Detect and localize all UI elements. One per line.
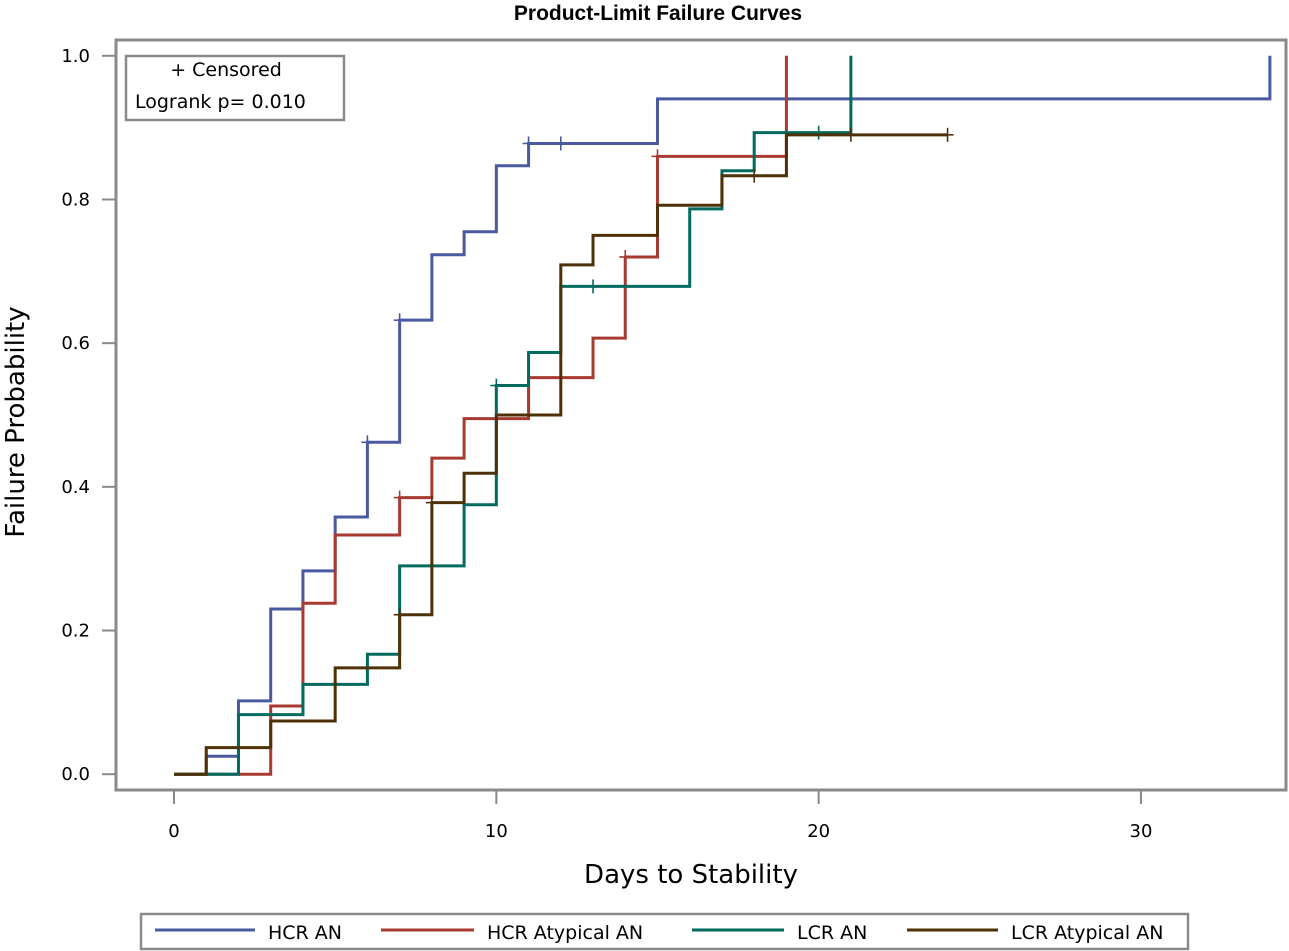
x-axis-label: Days to Stability — [584, 860, 798, 890]
y-tick-label: 1.0 — [61, 46, 90, 67]
series-hcr-an — [174, 55, 1272, 776]
inset-frame — [124, 54, 346, 122]
legend-item: LCR AN — [692, 922, 867, 944]
inset-box: + Censored Logrank p= 0.010 — [124, 54, 346, 122]
y-axis-label: Failure Probability — [1, 306, 31, 537]
legend-label: LCR AN — [797, 922, 867, 944]
chart-title: Product-Limit Failure Curves — [514, 2, 802, 25]
legend-label: HCR Atypical AN — [487, 922, 643, 944]
x-tick-label: 30 — [1130, 821, 1153, 842]
censored-note: + Censored — [170, 59, 282, 81]
series-lcr-atypical-an — [174, 127, 954, 776]
legend-item: HCR Atypical AN — [381, 922, 643, 944]
step-line — [174, 55, 1272, 776]
legend: HCR AN HCR Atypical AN LCR AN LCR Atypical … — [139, 912, 1190, 951]
y-tick-label: 0.0 — [61, 764, 90, 785]
step-line — [174, 133, 948, 776]
y-tick-label: 0.8 — [61, 189, 90, 210]
x-axis: 0 10 20 30 — [168, 790, 1152, 842]
legend-frame — [139, 912, 1190, 951]
logrank-note: Logrank p= 0.010 — [135, 91, 306, 113]
legend-label: HCR AN — [268, 922, 342, 944]
legend-item: HCR AN — [155, 922, 342, 944]
y-tick-label: 0.2 — [61, 621, 90, 642]
x-tick-label: 0 — [168, 821, 179, 842]
y-axis: 0.0 0.2 0.4 0.6 0.8 1.0 — [61, 46, 116, 785]
series-lcr-an — [174, 55, 853, 776]
series-hcr-atypical-an — [174, 55, 788, 776]
step-line — [174, 55, 788, 776]
x-tick-label: 20 — [807, 821, 830, 842]
x-tick-label: 10 — [485, 821, 508, 842]
plot-frame — [114, 38, 1288, 792]
y-tick-label: 0.4 — [61, 477, 90, 498]
legend-item: LCR Atypical AN — [907, 922, 1163, 944]
y-tick-label: 0.6 — [61, 333, 90, 354]
curves — [174, 55, 1272, 776]
legend-label: LCR Atypical AN — [1011, 922, 1163, 944]
